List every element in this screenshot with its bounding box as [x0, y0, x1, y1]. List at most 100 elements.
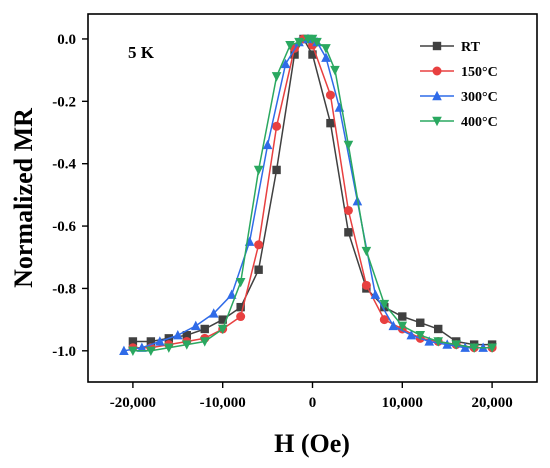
data-point	[416, 318, 425, 327]
data-point	[235, 278, 246, 288]
data-point	[398, 312, 407, 321]
x-tick-label: 10,000	[382, 395, 423, 411]
data-point	[344, 228, 353, 237]
legend-item: 150°C	[420, 65, 498, 80]
data-point	[312, 37, 322, 48]
data-point	[361, 246, 372, 257]
data-point	[434, 324, 443, 334]
data-point	[236, 302, 245, 312]
data-point	[155, 336, 165, 346]
series-line	[132, 38, 493, 352]
data-point	[388, 320, 399, 331]
axes-layer: -20,000 -10,000 0 10,000 20,000 0.0 -0.2 -0.4 -0…	[52, 32, 512, 411]
legend-item: 400°C	[420, 115, 498, 130]
data-point	[290, 50, 299, 59]
x-tick-label: -20,000	[110, 395, 156, 411]
data-point	[128, 346, 138, 357]
data-point	[190, 320, 201, 331]
data-point	[173, 330, 183, 340]
data-point	[415, 331, 426, 341]
legend-label: RT	[461, 40, 481, 55]
series-layer	[119, 33, 497, 357]
legend-label: 300°C	[461, 90, 498, 105]
data-point	[128, 337, 138, 346]
data-point	[182, 331, 191, 340]
legend: RT 150°C 300°C 400°C	[420, 40, 498, 130]
data-point	[424, 336, 435, 346]
y-axis-title: Normalized MR	[9, 108, 38, 288]
series-line	[132, 37, 493, 346]
data-point	[379, 315, 389, 325]
legend-marker	[432, 116, 442, 127]
x-axis-title: H (Oe)	[274, 429, 350, 458]
data-point	[119, 345, 129, 356]
data-point	[208, 308, 219, 318]
series-2	[119, 33, 488, 356]
y-tick-label: -1.0	[52, 344, 76, 360]
data-point	[146, 346, 156, 357]
data-point	[325, 90, 335, 100]
data-point	[343, 140, 354, 151]
legend-marker	[432, 41, 442, 51]
data-point	[226, 289, 237, 299]
data-point	[218, 315, 227, 324]
y-tick-label: -0.8	[52, 281, 76, 297]
data-point	[294, 37, 304, 48]
y-tick-label: -0.2	[52, 94, 76, 110]
data-point	[379, 299, 390, 310]
series-line	[123, 38, 484, 352]
data-point	[236, 312, 246, 322]
data-point	[254, 265, 263, 274]
data-point	[254, 240, 264, 250]
legend-item: 300°C	[420, 90, 498, 105]
data-point	[397, 321, 408, 332]
data-point	[164, 343, 174, 353]
data-point	[137, 342, 147, 352]
data-point	[361, 280, 371, 290]
data-point	[181, 340, 192, 350]
data-point	[253, 165, 264, 176]
series-1	[128, 34, 497, 353]
legend-marker	[432, 90, 442, 101]
data-point	[326, 118, 335, 128]
data-point	[200, 324, 209, 334]
series-3	[128, 34, 497, 357]
data-point	[442, 339, 452, 349]
data-point	[451, 340, 461, 350]
data-point	[330, 65, 340, 76]
data-point	[308, 50, 317, 59]
y-tick-label: -0.4	[52, 157, 76, 173]
data-point	[199, 337, 210, 347]
data-point	[469, 343, 479, 353]
data-point	[321, 44, 331, 54]
y-tick-label: -0.6	[52, 219, 76, 235]
legend-label: 400°C	[461, 115, 498, 130]
x-tick-label: 0	[309, 395, 317, 411]
data-point	[280, 58, 291, 69]
data-point	[321, 52, 331, 62]
legend-marker	[432, 66, 442, 76]
data-point	[262, 139, 273, 150]
data-point	[307, 34, 318, 45]
series-0	[128, 34, 497, 349]
data-point	[487, 343, 497, 353]
x-tick-label: -10,000	[200, 395, 246, 411]
data-point	[272, 165, 281, 175]
data-point	[271, 72, 282, 82]
data-point	[217, 324, 228, 335]
series-line	[132, 37, 493, 349]
x-tick-label: 20,000	[471, 395, 512, 411]
legend-item: RT	[420, 40, 481, 55]
data-point	[406, 330, 417, 340]
legend-label: 150°C	[461, 65, 498, 80]
data-point	[433, 337, 444, 347]
data-point	[285, 40, 295, 51]
data-point	[460, 342, 470, 352]
data-point	[272, 121, 282, 131]
data-point	[370, 289, 381, 299]
data-point	[343, 205, 353, 215]
annotation-temperature: 5 K	[128, 43, 155, 62]
y-tick-label: 0.0	[57, 32, 76, 48]
data-point	[146, 337, 156, 346]
